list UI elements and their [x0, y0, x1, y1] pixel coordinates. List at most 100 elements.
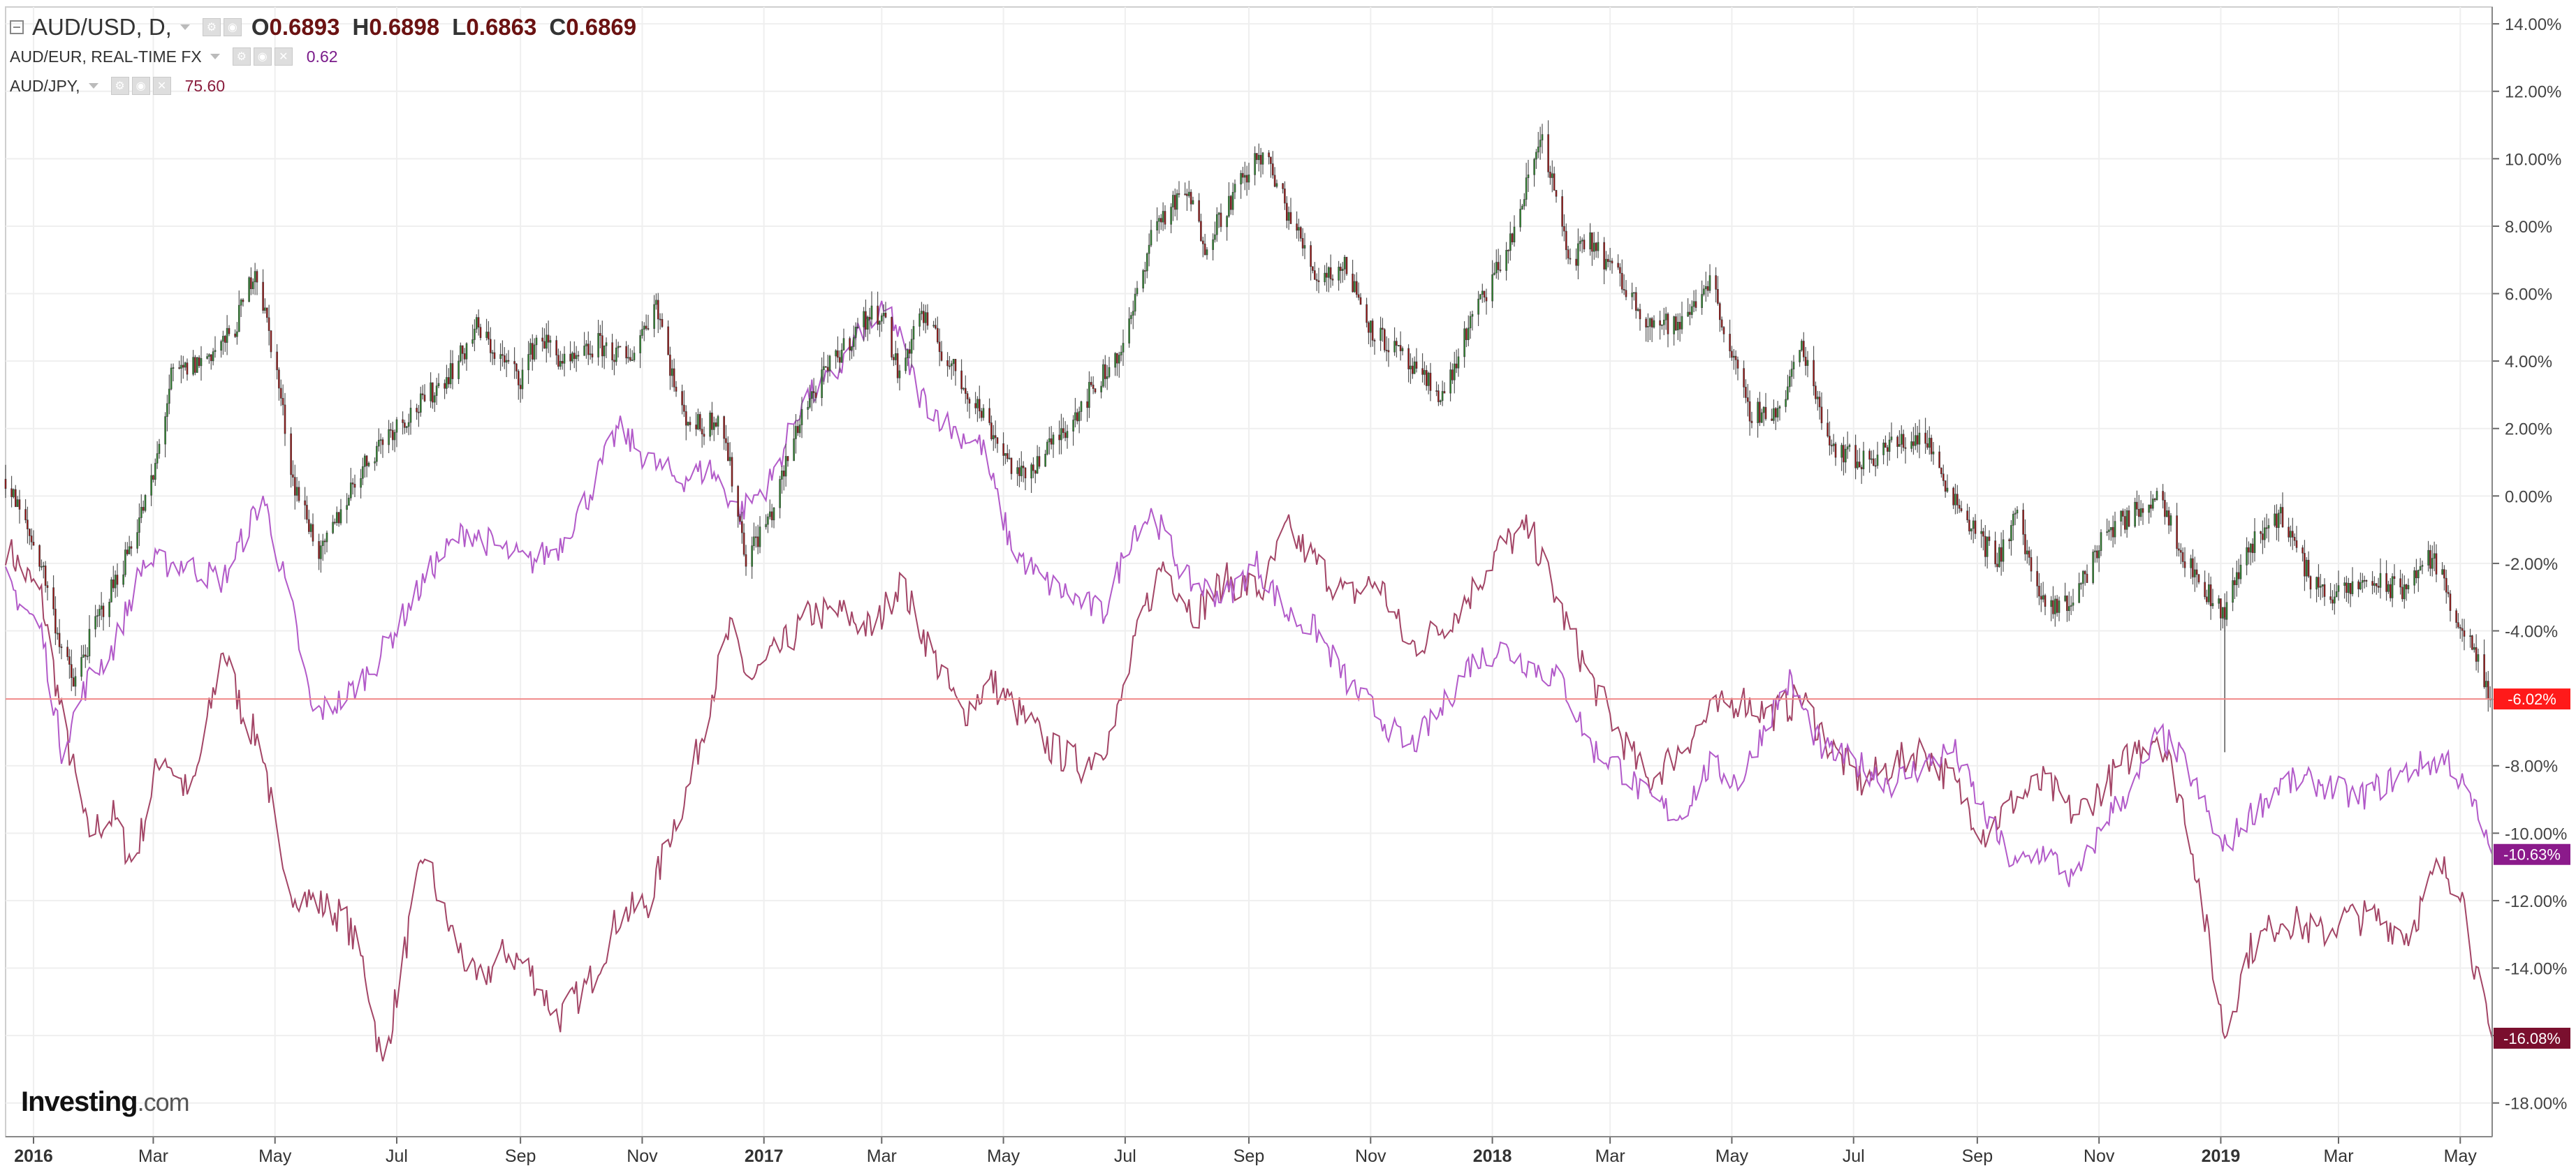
candle	[2181, 547, 2184, 568]
candle	[697, 408, 699, 431]
collapse-icon[interactable]	[10, 20, 24, 34]
candle	[2125, 507, 2128, 538]
candle	[653, 295, 655, 337]
candle-body	[1873, 458, 1875, 466]
candle-body	[2385, 573, 2387, 592]
candle-body	[940, 351, 943, 361]
candle	[1527, 159, 1530, 192]
candle-body	[715, 422, 717, 427]
candle	[1882, 439, 1885, 464]
candle-body	[1857, 462, 1859, 469]
candle	[30, 528, 33, 550]
candle-body	[1162, 211, 1164, 223]
candle	[2251, 538, 2254, 563]
candle	[1762, 406, 1765, 427]
candle-body	[1692, 301, 1695, 307]
candle-body	[367, 462, 370, 466]
candle-body	[527, 354, 529, 371]
candle-body	[270, 330, 272, 353]
candle	[10, 475, 13, 508]
candle-body	[2136, 501, 2138, 510]
candle-body	[1533, 158, 1535, 175]
legend-main-row[interactable]: AUD/USD, D, ⚙ ◉ O0.6893 H0.6898 L0.6863 C0.…	[10, 13, 649, 42]
candle-body	[1007, 453, 1009, 459]
jpy-symbol-label[interactable]: AUD/JPY,	[10, 76, 80, 95]
candle-body	[994, 435, 997, 438]
candle	[1188, 180, 1190, 198]
candle	[493, 339, 496, 365]
candle-body	[1539, 140, 1542, 147]
candle-body	[360, 478, 362, 488]
candle-body	[128, 546, 131, 554]
candle-body	[430, 382, 432, 401]
candle-body	[960, 370, 963, 390]
close-icon[interactable]: ✕	[152, 77, 171, 95]
legend-eur-row[interactable]: AUD/EUR, REAL-TIME FX ⚙ ◉ ✕ 0.62	[10, 42, 649, 71]
candle-body	[365, 455, 368, 466]
candle-body	[2237, 572, 2240, 580]
candle	[1228, 182, 1230, 218]
candle-body	[388, 429, 390, 445]
candle	[837, 336, 839, 363]
candle-body	[854, 327, 857, 338]
candle-body	[1396, 341, 1398, 346]
candle	[1343, 254, 1346, 281]
x-tick-label: May	[258, 1146, 292, 1166]
candle-body	[767, 516, 769, 525]
candle-body	[320, 545, 322, 559]
candle-body	[1212, 239, 1214, 250]
candle-body	[1970, 528, 1973, 531]
close-icon[interactable]: ✕	[274, 47, 293, 66]
visibility-icon[interactable]: ◉	[131, 77, 150, 95]
candle-body	[2362, 580, 2364, 583]
aud-jpy-line	[5, 514, 2493, 1062]
chevron-down-icon[interactable]	[88, 83, 98, 89]
candle-body	[281, 397, 284, 406]
candle	[907, 349, 909, 367]
candle	[335, 506, 338, 526]
candle	[2264, 517, 2266, 548]
candle-body	[1619, 267, 1621, 274]
candle-body	[1284, 189, 1286, 204]
candle-body	[615, 347, 617, 362]
candle	[2288, 517, 2290, 543]
settings-icon[interactable]: ⚙	[232, 47, 251, 66]
chevron-down-icon[interactable]	[210, 54, 220, 59]
candle-body	[867, 316, 869, 330]
candle-body	[1451, 369, 1454, 381]
candle	[923, 304, 925, 331]
candle	[625, 341, 627, 364]
candle-body	[409, 408, 412, 423]
main-symbol-label[interactable]: AUD/USD, D,	[32, 14, 172, 40]
candle-body	[1240, 172, 1242, 185]
candle-body	[488, 332, 490, 340]
candle	[164, 412, 166, 457]
candle-body	[1956, 494, 1959, 506]
candle-body	[1720, 319, 1723, 327]
visibility-icon[interactable]: ◉	[223, 18, 242, 36]
candle	[2337, 570, 2340, 601]
candle-body	[279, 388, 282, 399]
visibility-icon[interactable]: ◉	[253, 47, 272, 66]
candle-body	[446, 377, 448, 389]
candle-body	[1946, 487, 1949, 492]
candle-body	[116, 575, 119, 585]
settings-icon[interactable]: ⚙	[110, 77, 129, 95]
candle	[1623, 274, 1625, 295]
candle-body	[1421, 368, 1424, 375]
candle	[755, 526, 757, 548]
settings-icon[interactable]: ⚙	[202, 18, 221, 36]
candle-body	[2334, 596, 2336, 604]
candle	[1287, 206, 1290, 230]
candle-body	[1771, 418, 1773, 421]
legend-jpy-row[interactable]: AUD/JPY, ⚙ ◉ ✕ 75.60	[10, 71, 649, 101]
eur-symbol-label[interactable]: AUD/EUR, REAL-TIME FX	[10, 47, 202, 66]
chevron-down-icon[interactable]	[180, 24, 190, 30]
candle	[868, 307, 871, 334]
candle-body	[186, 362, 189, 375]
candle	[404, 420, 406, 434]
candle	[1259, 147, 1262, 178]
candle-body	[1315, 279, 1318, 281]
